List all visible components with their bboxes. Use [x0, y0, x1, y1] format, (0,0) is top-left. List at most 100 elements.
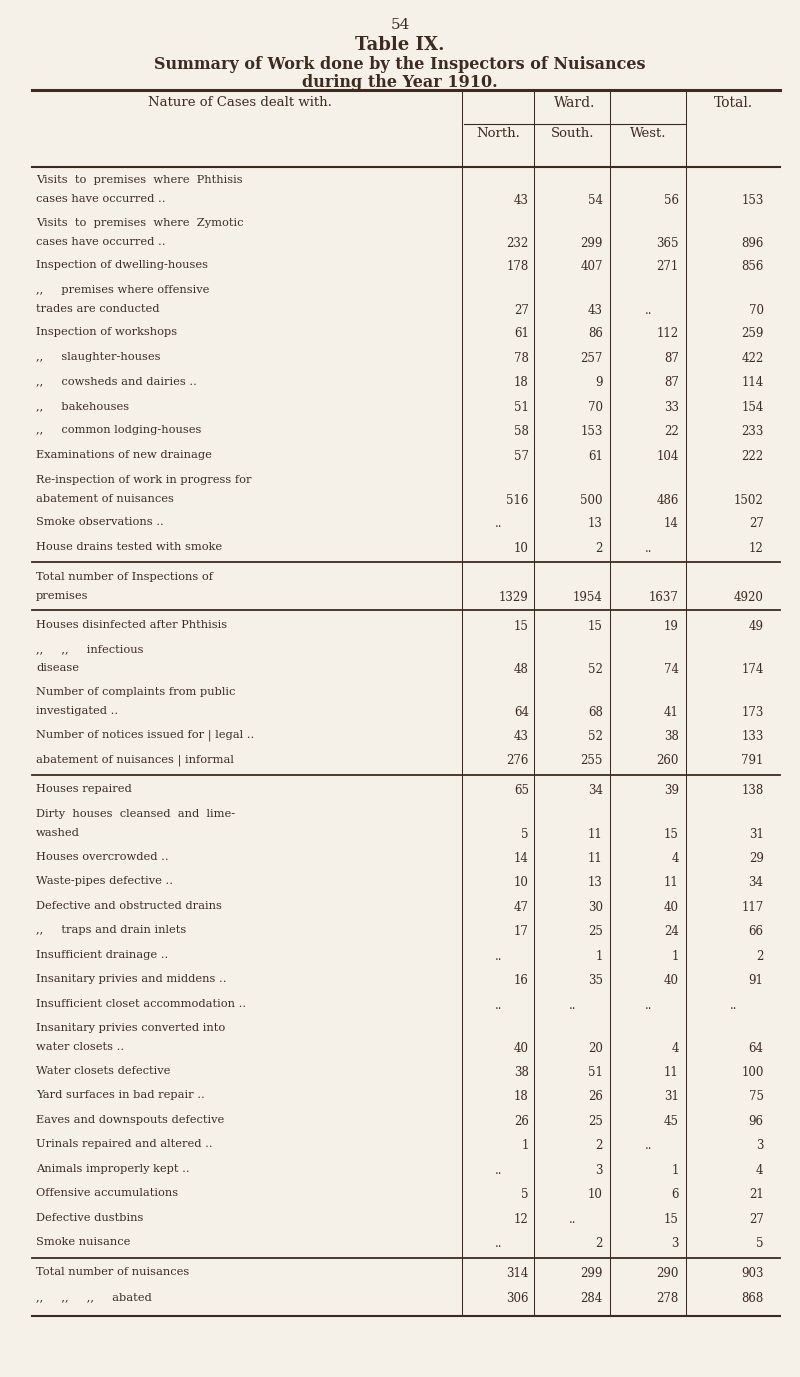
- Text: 48: 48: [514, 664, 529, 676]
- Text: 1637: 1637: [649, 591, 679, 603]
- Text: Insufficient drainage ..: Insufficient drainage ..: [36, 950, 168, 960]
- Text: 5: 5: [522, 1188, 529, 1201]
- Text: 20: 20: [588, 1042, 603, 1055]
- Text: 75: 75: [749, 1091, 763, 1103]
- Text: 222: 222: [742, 450, 763, 463]
- Text: ,,     premises where offensive: ,, premises where offensive: [36, 285, 210, 295]
- Text: 65: 65: [514, 785, 529, 797]
- Text: ,,     bakehouses: ,, bakehouses: [36, 401, 129, 410]
- Text: 13: 13: [588, 518, 603, 530]
- Text: ..: ..: [494, 998, 502, 1012]
- Text: 10: 10: [514, 876, 529, 890]
- Text: South.: South.: [550, 127, 594, 139]
- Text: 11: 11: [664, 876, 679, 890]
- Text: 49: 49: [749, 620, 763, 633]
- Text: ..: ..: [730, 998, 737, 1012]
- Text: 38: 38: [514, 1066, 529, 1078]
- Text: abatement of nuisances: abatement of nuisances: [36, 493, 174, 504]
- Text: Ward.: Ward.: [554, 96, 595, 110]
- Text: 299: 299: [581, 237, 603, 249]
- Text: 4920: 4920: [734, 591, 763, 603]
- Text: Defective dustbins: Defective dustbins: [36, 1213, 143, 1223]
- Text: 1329: 1329: [499, 591, 529, 603]
- Text: 40: 40: [664, 974, 679, 987]
- Text: 10: 10: [514, 541, 529, 555]
- Text: 14: 14: [514, 851, 529, 865]
- Text: Total number of nuisances: Total number of nuisances: [36, 1267, 190, 1278]
- Text: 18: 18: [514, 376, 529, 390]
- Text: 70: 70: [588, 401, 603, 414]
- Text: 1: 1: [595, 950, 603, 963]
- Text: 9: 9: [595, 376, 603, 390]
- Text: 138: 138: [742, 785, 763, 797]
- Text: 178: 178: [506, 260, 529, 273]
- Text: Inspection of dwelling-houses: Inspection of dwelling-houses: [36, 260, 208, 270]
- Text: 2: 2: [756, 950, 763, 963]
- Text: 64: 64: [749, 1042, 763, 1055]
- Text: 232: 232: [506, 237, 529, 249]
- Text: during the Year 1910.: during the Year 1910.: [302, 74, 498, 91]
- Text: Eaves and downspouts defective: Eaves and downspouts defective: [36, 1115, 224, 1125]
- Text: ,,     ,,     ,,     abated: ,, ,, ,, abated: [36, 1292, 152, 1301]
- Text: 153: 153: [581, 425, 603, 438]
- Text: 64: 64: [514, 706, 529, 719]
- Text: 11: 11: [664, 1066, 679, 1078]
- Text: 29: 29: [749, 851, 763, 865]
- Text: Total.: Total.: [714, 96, 753, 110]
- Text: 30: 30: [588, 901, 603, 913]
- Text: ..: ..: [645, 1139, 652, 1153]
- Text: Insufficient closet accommodation ..: Insufficient closet accommodation ..: [36, 998, 246, 1008]
- Text: 4: 4: [756, 1164, 763, 1177]
- Text: 856: 856: [742, 260, 763, 273]
- Text: 314: 314: [506, 1267, 529, 1281]
- Text: Smoke nuisance: Smoke nuisance: [36, 1238, 130, 1248]
- Text: 68: 68: [588, 706, 603, 719]
- Text: ,,     common lodging-houses: ,, common lodging-houses: [36, 425, 202, 435]
- Text: cases have occurred ..: cases have occurred ..: [36, 194, 166, 204]
- Text: 15: 15: [588, 620, 603, 633]
- Text: 903: 903: [741, 1267, 763, 1281]
- Text: washed: washed: [36, 828, 80, 837]
- Text: Houses disinfected after Phthisis: Houses disinfected after Phthisis: [36, 620, 227, 629]
- Text: Nature of Cases dealt with.: Nature of Cases dealt with.: [148, 96, 332, 109]
- Text: Re-inspection of work in progress for: Re-inspection of work in progress for: [36, 475, 251, 485]
- Text: cases have occurred ..: cases have occurred ..: [36, 237, 166, 246]
- Text: ,,     ,,     infectious: ,, ,, infectious: [36, 644, 143, 654]
- Text: 21: 21: [749, 1188, 763, 1201]
- Text: 10: 10: [588, 1188, 603, 1201]
- Text: Visits  to  premises  where  Zymotic: Visits to premises where Zymotic: [36, 218, 243, 227]
- Text: ..: ..: [494, 1238, 502, 1250]
- Text: 365: 365: [656, 237, 679, 249]
- Text: 1: 1: [671, 950, 679, 963]
- Text: Yard surfaces in bad repair ..: Yard surfaces in bad repair ..: [36, 1091, 205, 1100]
- Text: 16: 16: [514, 974, 529, 987]
- Text: 15: 15: [664, 1213, 679, 1226]
- Text: 58: 58: [514, 425, 529, 438]
- Text: 26: 26: [514, 1115, 529, 1128]
- Text: Examinations of new drainage: Examinations of new drainage: [36, 450, 212, 460]
- Text: trades are conducted: trades are conducted: [36, 304, 159, 314]
- Text: 112: 112: [657, 328, 679, 340]
- Text: abatement of nuisances | informal: abatement of nuisances | informal: [36, 755, 234, 766]
- Text: 31: 31: [664, 1091, 679, 1103]
- Text: ..: ..: [494, 518, 502, 530]
- Text: ..: ..: [569, 1213, 576, 1226]
- Text: 896: 896: [742, 237, 763, 249]
- Text: 1954: 1954: [573, 591, 603, 603]
- Text: ..: ..: [494, 1164, 502, 1177]
- Text: 12: 12: [514, 1213, 529, 1226]
- Text: 27: 27: [749, 518, 763, 530]
- Text: 51: 51: [514, 401, 529, 414]
- Text: 27: 27: [749, 1213, 763, 1226]
- Text: 54: 54: [390, 18, 410, 32]
- Text: Inspection of workshops: Inspection of workshops: [36, 328, 177, 337]
- Text: ,,     slaughter-houses: ,, slaughter-houses: [36, 353, 161, 362]
- Text: 87: 87: [664, 353, 679, 365]
- Text: 100: 100: [742, 1066, 763, 1078]
- Text: 25: 25: [588, 925, 603, 938]
- Text: 17: 17: [514, 925, 529, 938]
- Text: 15: 15: [664, 828, 679, 841]
- Text: 278: 278: [657, 1292, 679, 1305]
- Text: 86: 86: [588, 328, 603, 340]
- Text: 54: 54: [588, 194, 603, 207]
